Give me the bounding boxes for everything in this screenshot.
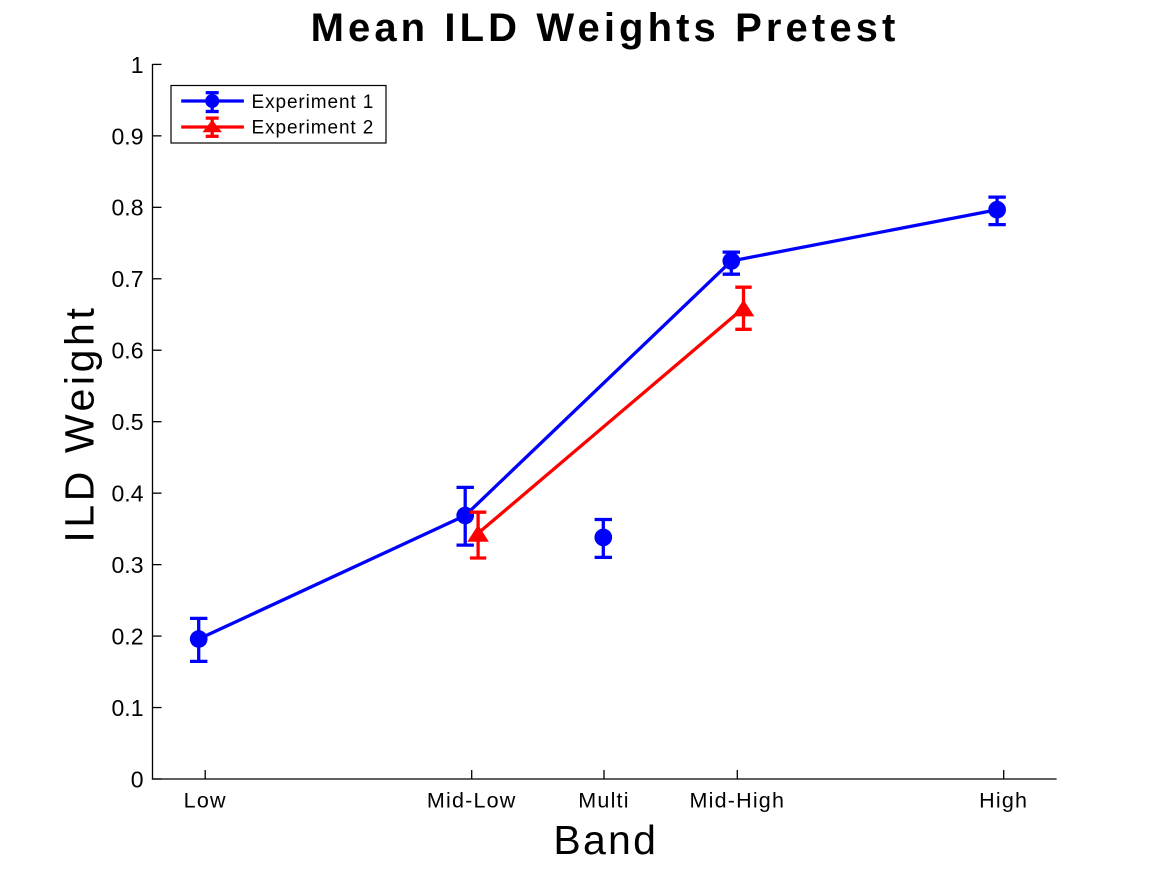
svg-text:0: 0 — [131, 766, 144, 792]
svg-text:Multi: Multi — [578, 789, 629, 813]
svg-text:0.4: 0.4 — [112, 481, 144, 507]
svg-text:Experiment 2: Experiment 2 — [252, 118, 375, 139]
svg-text:1: 1 — [131, 52, 144, 78]
svg-text:0.1: 0.1 — [112, 695, 144, 721]
svg-text:Band: Band — [553, 817, 658, 863]
svg-text:0.7: 0.7 — [112, 266, 144, 292]
svg-text:Experiment 1: Experiment 1 — [252, 92, 375, 113]
svg-text:Low: Low — [184, 789, 227, 813]
svg-text:Mid-Low: Mid-Low — [427, 789, 517, 813]
svg-text:0.5: 0.5 — [112, 409, 144, 435]
svg-text:0.2: 0.2 — [112, 624, 144, 650]
svg-text:0.8: 0.8 — [112, 195, 144, 221]
svg-text:Mid-High: Mid-High — [689, 789, 785, 813]
svg-text:Mean ILD Weights Pretest: Mean ILD Weights Pretest — [311, 6, 900, 50]
svg-text:0.9: 0.9 — [112, 123, 144, 149]
svg-text:ILD Weight: ILD Weight — [56, 305, 102, 543]
svg-text:High: High — [979, 789, 1028, 813]
svg-text:0.6: 0.6 — [112, 338, 144, 364]
svg-text:0.3: 0.3 — [112, 552, 144, 578]
